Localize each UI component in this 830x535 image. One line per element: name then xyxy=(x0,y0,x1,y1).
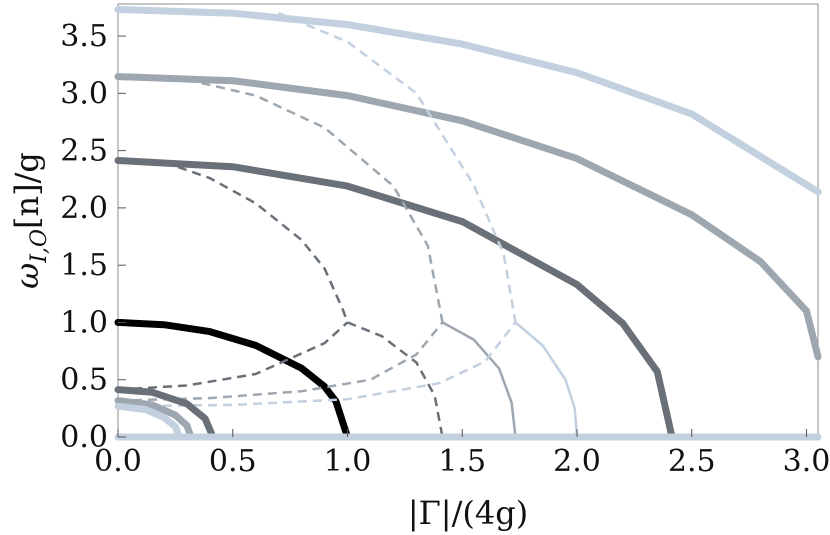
x-tick-label: 1.5 xyxy=(438,444,486,479)
x-axis: 0.0 0.5 1.0 1.5 2.0 2.5 3.0 xyxy=(94,429,830,479)
y-axis-label-subscript: I,O xyxy=(27,229,52,264)
y-axis-label: ωI,O[n]/g xyxy=(8,152,52,289)
series-dashed-n2-6 xyxy=(347,321,444,438)
y-tick-label: 3.0 xyxy=(60,76,108,111)
series-solid-n4-15 xyxy=(114,402,183,441)
x-tick-label: 0.5 xyxy=(209,444,257,479)
x-tick-label: 2.0 xyxy=(553,444,601,479)
series-solid-n2-13 xyxy=(114,386,217,441)
series-solid-n1-0 xyxy=(114,318,351,441)
series-solid-thin-n3-9 xyxy=(441,321,517,439)
series-dashed-n2-5 xyxy=(117,321,349,391)
y-tick-label: 1.0 xyxy=(60,305,108,340)
y-tick-label: 2.5 xyxy=(60,134,108,169)
x-tick-label: 1.0 xyxy=(324,444,372,479)
y-axis-label-symbol: ω xyxy=(8,263,46,289)
y-tick-label: 3.5 xyxy=(60,19,108,54)
series-solid-n3-14 xyxy=(114,397,195,441)
series-solid-n4-3 xyxy=(114,6,822,196)
y-tick-label: 1.5 xyxy=(60,248,108,283)
series-dashed-n2-4 xyxy=(163,160,349,323)
series-solid-thin-n4-12 xyxy=(514,321,579,439)
series-dashed-n3-7 xyxy=(186,78,444,323)
x-tick-label: 0.0 xyxy=(94,444,142,479)
series-solid-n2-1 xyxy=(114,157,676,441)
y-tick-label: 2.0 xyxy=(60,191,108,226)
x-axis-label: |Γ|/(4g) xyxy=(408,494,528,532)
y-tick-label: 0.0 xyxy=(60,420,108,455)
plot-frame xyxy=(117,3,819,438)
series-dashed-n4-11 xyxy=(117,321,517,408)
plot-area: 0.0 0.5 1.0 1.5 2.0 2.5 3.0 0.0 0.5 1.0 1.5 2.0 2.5… xyxy=(60,3,830,479)
y-axis-label-suffix: [n]/g xyxy=(8,152,46,229)
series-layer xyxy=(114,6,822,441)
series-dashed-n3-8 xyxy=(117,321,444,402)
series-dashed-n4-10 xyxy=(278,12,517,323)
series-solid-n3-2 xyxy=(114,73,822,361)
x-tick-label: 2.5 xyxy=(668,444,716,479)
y-tick-label: 0.5 xyxy=(60,363,108,398)
y-axis: 0.0 0.5 1.0 1.5 2.0 2.5 3.0 3.5 xyxy=(60,19,126,455)
x-tick-label: 3.0 xyxy=(783,444,830,479)
